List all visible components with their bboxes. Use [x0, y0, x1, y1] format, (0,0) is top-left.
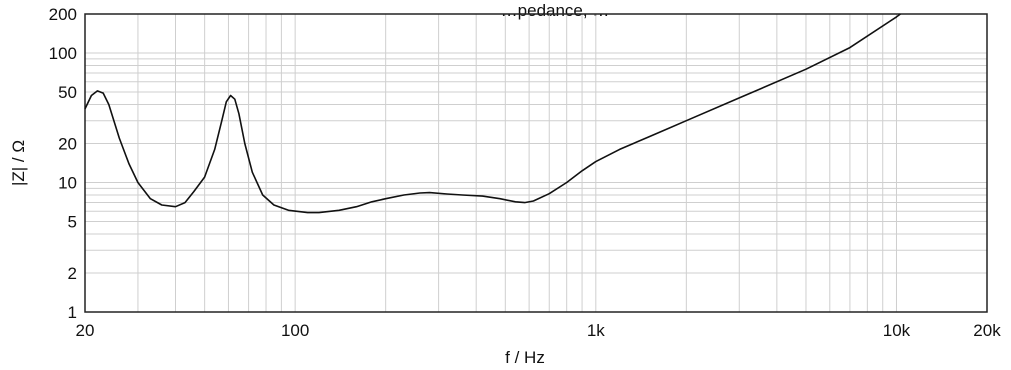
- x-tick-label: 10k: [883, 321, 911, 340]
- y-tick-label: 1: [68, 303, 77, 322]
- y-tick-label: 2: [68, 264, 77, 283]
- y-tick-label: 100: [49, 44, 77, 63]
- chart-title: …pedance, …: [501, 1, 610, 20]
- y-tick-label: 50: [58, 83, 77, 102]
- y-tick-labels: 1 2 5 10 20 50 100 200: [49, 5, 77, 322]
- series-layer: [84, 13, 901, 214]
- y-tick-label: 5: [68, 212, 77, 231]
- x-tick-label: 100: [281, 321, 309, 340]
- x-axis-label: f / Hz: [505, 348, 545, 367]
- y-tick-label: 10: [58, 173, 77, 192]
- impedance-curve: [84, 13, 901, 214]
- plot-frame: [84, 13, 988, 313]
- x-tick-label: 1k: [587, 321, 605, 340]
- x-tick-label: 20k: [973, 321, 1001, 340]
- y-tick-label: 20: [58, 135, 77, 154]
- y-axis-label: |Z| / Ω: [9, 140, 28, 186]
- grid: [85, 14, 987, 312]
- y-tick-label: 200: [49, 5, 77, 24]
- x-tick-labels: 20 100 1k 10k 20k: [76, 321, 1002, 340]
- x-tick-label: 20: [76, 321, 95, 340]
